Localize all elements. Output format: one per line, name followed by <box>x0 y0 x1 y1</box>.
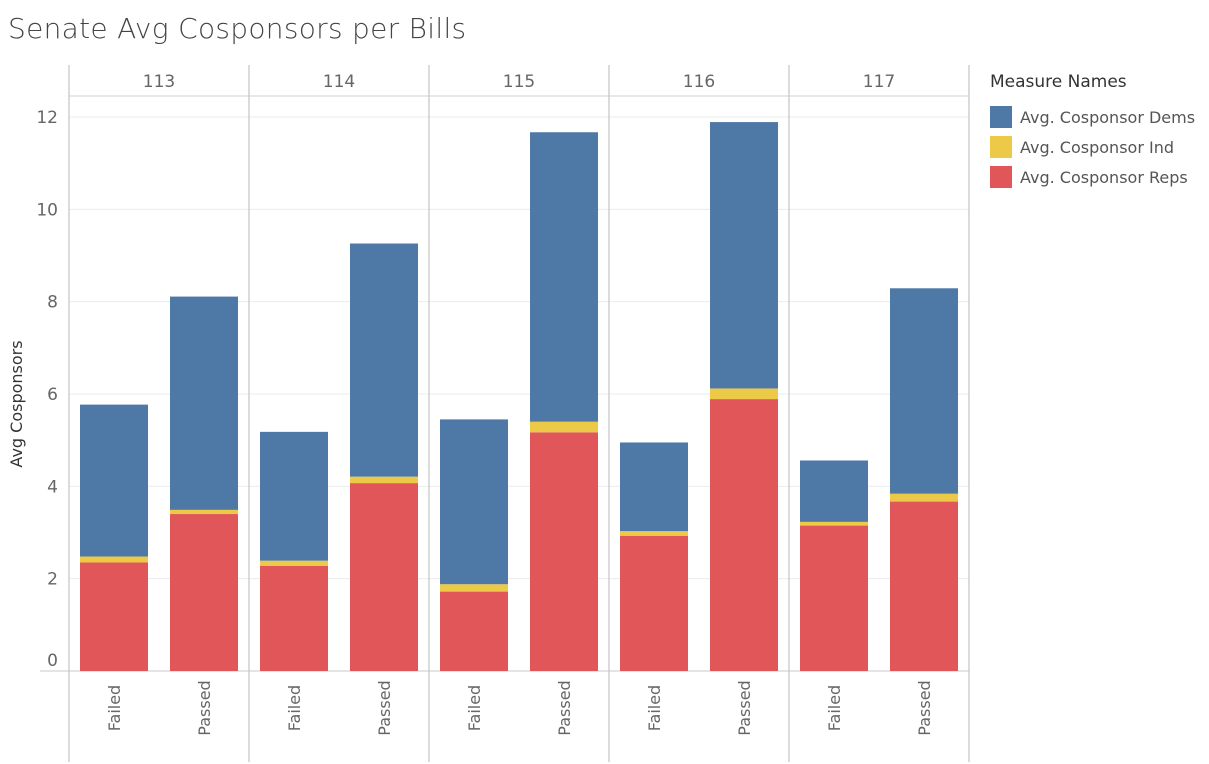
legend-label-ind: Avg. Cosponsor Ind <box>1020 137 1174 157</box>
bar-segment <box>710 388 778 400</box>
bar-segment <box>710 399 778 671</box>
legend-swatch-dems <box>990 106 1012 128</box>
y-tick-label: 2 <box>47 570 58 590</box>
category-label: Passed <box>735 680 754 735</box>
category-label: Passed <box>375 680 394 735</box>
legend-item-reps[interactable]: Avg. Cosponsor Reps <box>990 162 1195 192</box>
y-axis-label: Avg Cosponsors <box>7 340 26 467</box>
bar-segment <box>890 493 958 502</box>
legend-swatch-ind <box>990 136 1012 158</box>
bar-segment <box>890 288 958 494</box>
y-tick-label: 6 <box>47 385 58 405</box>
bar-segment <box>620 531 688 536</box>
y-tick-label: 8 <box>47 293 58 313</box>
bar-segment <box>350 243 418 477</box>
y-tick-label: 12 <box>36 108 58 128</box>
category-label: Passed <box>195 680 214 735</box>
bar-segment <box>530 421 598 433</box>
category-label: Passed <box>555 680 574 735</box>
legend-item-ind[interactable]: Avg. Cosponsor Ind <box>990 132 1195 162</box>
bar-segment <box>80 556 148 563</box>
panel-header-label: 117 <box>863 72 895 92</box>
bar-segment <box>170 296 238 510</box>
bar-segment <box>800 521 868 526</box>
y-tick-label: 0 <box>47 651 58 671</box>
bar-segment <box>80 404 148 557</box>
category-label: Failed <box>645 685 664 731</box>
y-tick-label: 4 <box>47 477 58 497</box>
bar-segment <box>260 431 328 561</box>
bar-segment <box>440 419 508 585</box>
bar-segment <box>440 591 508 671</box>
category-label: Passed <box>915 680 934 735</box>
bar-segment <box>260 560 328 566</box>
bar-segment <box>80 562 148 671</box>
category-label: Failed <box>105 685 124 731</box>
panel-header-label: 114 <box>323 72 355 92</box>
legend-label-dems: Avg. Cosponsor Dems <box>1020 107 1196 127</box>
category-label: Failed <box>285 685 304 731</box>
bar-segment <box>350 476 418 484</box>
panel-header-label: 116 <box>683 72 715 92</box>
legend-title: Measure Names <box>990 72 1127 92</box>
legend-item-dems[interactable]: Avg. Cosponsor Dems <box>990 102 1195 132</box>
bar-segment <box>260 565 328 671</box>
bar-segment <box>530 432 598 671</box>
bar-segment <box>800 460 868 522</box>
bar-segment <box>440 584 508 592</box>
chart-title: Senate Avg Cosponsors per Bills <box>8 12 467 45</box>
bar-segment <box>890 501 958 671</box>
panel-header-label: 115 <box>503 72 535 92</box>
bar-segment <box>620 535 688 671</box>
legend-swatch-reps <box>990 166 1012 188</box>
bar-segment <box>350 483 418 671</box>
bar-segment <box>710 122 778 389</box>
legend-label-reps: Avg. Cosponsor Reps <box>1020 167 1188 187</box>
bar-segment <box>170 514 238 671</box>
bar-segment <box>170 509 238 515</box>
bar-segment <box>530 132 598 422</box>
panel-header-label: 113 <box>143 72 175 92</box>
bar-segment <box>620 442 688 532</box>
y-tick-label: 10 <box>36 200 58 220</box>
legend: Measure Names Avg. Cosponsor Dems Avg. C… <box>990 72 1195 192</box>
bar-segment <box>800 525 868 671</box>
category-label: Failed <box>825 685 844 731</box>
category-label: Failed <box>465 685 484 731</box>
